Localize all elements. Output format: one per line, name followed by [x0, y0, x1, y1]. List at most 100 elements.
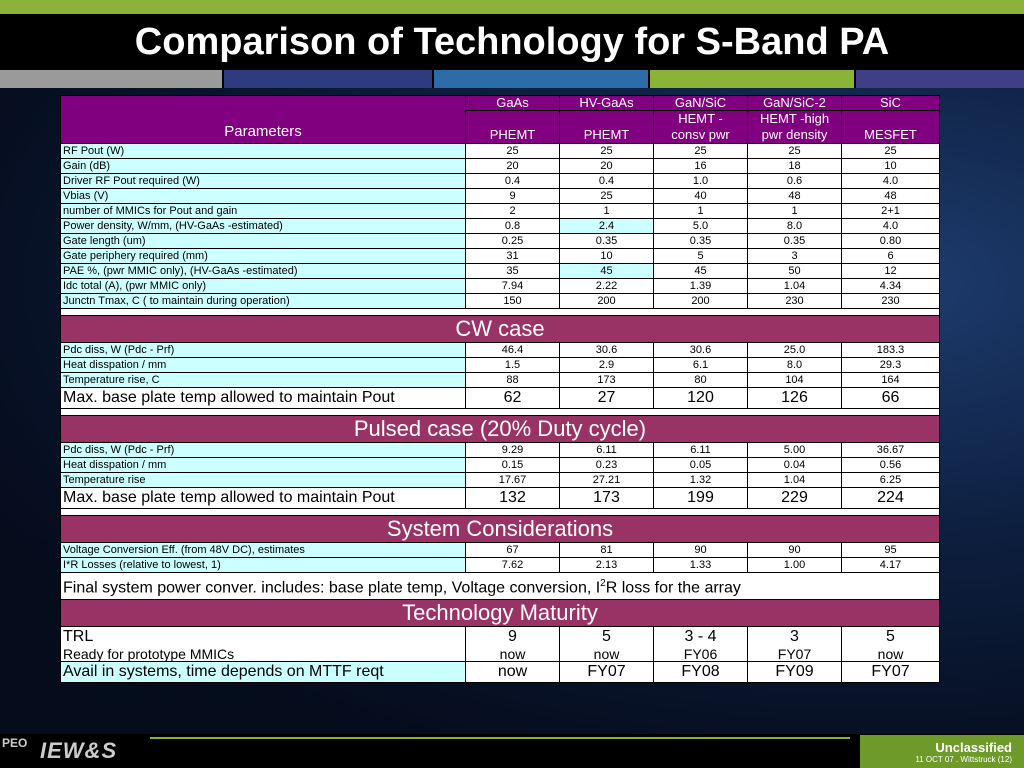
row-value: 48 — [747, 188, 842, 204]
avail-value: FY07 — [559, 661, 654, 684]
table-row: Gain (dB) 20 20 16 18 10 — [60, 158, 940, 174]
row-label: RF Pout (W) — [60, 143, 466, 159]
row-value: 62 — [465, 387, 560, 409]
row-value: 6.11 — [653, 442, 748, 458]
row-value: 48 — [841, 188, 940, 204]
row-value: 126 — [747, 387, 842, 409]
column-header-top: HV-GaAs — [559, 95, 654, 111]
row-value: 95 — [841, 542, 940, 558]
row-value: 6.1 — [653, 357, 748, 373]
row-value: 45 — [559, 263, 654, 279]
header-row-bottom: PHEMT PHEMT HEMT - consv pwr HEMT -high pwr… — [61, 110, 940, 144]
row-value: 0.35 — [559, 233, 654, 249]
column-header-bottom: MESFET — [841, 110, 940, 144]
row-value: 2+1 — [841, 203, 940, 219]
ready-value: now — [841, 647, 940, 663]
ready-value: now — [559, 647, 654, 663]
row-value: 25 — [465, 143, 560, 159]
system-note-text: Final system power conver. includes: bas… — [63, 579, 601, 597]
row-value: 104 — [747, 372, 842, 388]
pulsed-section-heading: Pulsed case (20% Duty cycle) — [60, 415, 940, 443]
table-row: Max. base plate temp allowed to maintain… — [60, 487, 940, 509]
table-row: number of MMICs for Pout and gain 2 1 1 1 2+1 — [60, 203, 940, 219]
avail-value: now — [465, 661, 560, 684]
table-row: Max. base plate temp allowed to maintain… — [60, 387, 940, 409]
color-bar-gray — [0, 70, 222, 88]
row-value: 173 — [559, 487, 654, 509]
row-label: Gain (dB) — [60, 158, 466, 174]
row-value: 0.4 — [559, 173, 654, 189]
row-value: 1.32 — [653, 472, 748, 488]
row-label: Heat disspation / mm — [60, 457, 466, 473]
row-value: 12 — [841, 263, 940, 279]
table-row: I*R Losses (relative to lowest, 1) 7.62 2.… — [60, 557, 940, 573]
row-label: Temperature rise — [60, 472, 466, 488]
row-value: 25 — [559, 143, 654, 159]
table-row: Pdc diss, W (Pdc - Prf) 9.29 6.11 6.11 5.00 3… — [60, 442, 940, 458]
spacer-row — [60, 508, 940, 516]
table-row: Vbias (V) 9 25 40 48 48 — [60, 188, 940, 204]
ready-row: Ready for prototype MMICs now now FY06 FY07 n… — [60, 647, 940, 663]
ready-value: FY06 — [653, 647, 748, 663]
pulsed-section-heading-title: Pulsed case (20% Duty cycle) — [60, 415, 940, 443]
row-value: 4.0 — [841, 173, 940, 189]
row-value: 200 — [653, 293, 748, 309]
row-value: 8.0 — [747, 218, 842, 234]
row-value: 0.05 — [653, 457, 748, 473]
row-value: 30.6 — [559, 342, 654, 358]
classification-block: Unclassified 11 OCT 07 . Wittstruck (12) — [860, 735, 1024, 768]
row-value: 67 — [465, 542, 560, 558]
column-header-top: GaN/SiC-2 — [747, 95, 842, 111]
row-value: 25.0 — [747, 342, 842, 358]
row-value: 9.29 — [465, 442, 560, 458]
ready-value: now — [465, 647, 560, 663]
row-value: 80 — [653, 372, 748, 388]
row-value: 230 — [747, 293, 842, 309]
top-accent-band — [0, 0, 1024, 14]
row-value: 173 — [559, 372, 654, 388]
classification-label: Unclassified — [935, 740, 1012, 755]
cw-section-heading-title: CW case — [60, 315, 940, 343]
system-section-heading: System Considerations — [60, 515, 940, 543]
footer-bar — [0, 734, 1024, 768]
row-value: 6.11 — [559, 442, 654, 458]
row-value: 0.4 — [465, 173, 560, 189]
color-bar-navy — [224, 70, 432, 88]
row-value: 0.6 — [747, 173, 842, 189]
row-label: Max. base plate temp allowed to maintain… — [60, 487, 466, 509]
row-value: 29.3 — [841, 357, 940, 373]
row-value: 46.4 — [465, 342, 560, 358]
row-value: 90 — [653, 542, 748, 558]
maturity-section-heading: Technology Maturity — [60, 599, 940, 628]
row-label: PAE %, (pwr MMIC only), (HV-GaAs -estima… — [60, 263, 466, 279]
table-row: Gate periphery required (mm) 31 10 5 3 6 — [60, 248, 940, 264]
row-value: 224 — [841, 487, 940, 509]
row-label: Driver RF Pout required (W) — [60, 173, 466, 189]
row-value: 9 — [465, 188, 560, 204]
row-value: 2.4 — [559, 218, 654, 234]
comparison-table-container: Parameters GaAs HV-GaAs GaN/SiC GaN/SiC-2 SiC… — [60, 95, 940, 684]
spacer-cell — [60, 308, 940, 316]
row-value: 17.67 — [465, 472, 560, 488]
row-value: 25 — [747, 143, 842, 159]
row-value: 0.25 — [465, 233, 560, 249]
row-label: Vbias (V) — [60, 188, 466, 204]
ready-label: Ready for prototype MMICs — [60, 647, 466, 663]
row-value: 27.21 — [559, 472, 654, 488]
table-row: Idc total (A), (pwr MMIC only) 7.94 2.22 1.… — [60, 278, 940, 294]
row-label: Temperature rise, C — [60, 372, 466, 388]
spacer-row — [60, 308, 940, 316]
row-value: 1.04 — [747, 278, 842, 294]
table-row: Voltage Conversion Eff. (from 48V DC), e… — [60, 542, 940, 558]
header-row-top: Parameters GaAs HV-GaAs GaN/SiC GaN/SiC-2 SiC — [60, 95, 940, 144]
row-value: 7.62 — [465, 557, 560, 573]
trl-value: 3 - 4 — [653, 626, 748, 648]
table-row: Power density, W/mm, (HV-GaAs -estimated… — [60, 218, 940, 234]
cw-section-heading: CW case — [60, 315, 940, 343]
row-label: Pdc diss, W (Pdc - Prf) — [60, 342, 466, 358]
table-row: PAE %, (pwr MMIC only), (HV-GaAs -estima… — [60, 263, 940, 279]
color-bar-green — [650, 70, 854, 88]
row-value: 6 — [841, 248, 940, 264]
row-value: 10 — [841, 158, 940, 174]
